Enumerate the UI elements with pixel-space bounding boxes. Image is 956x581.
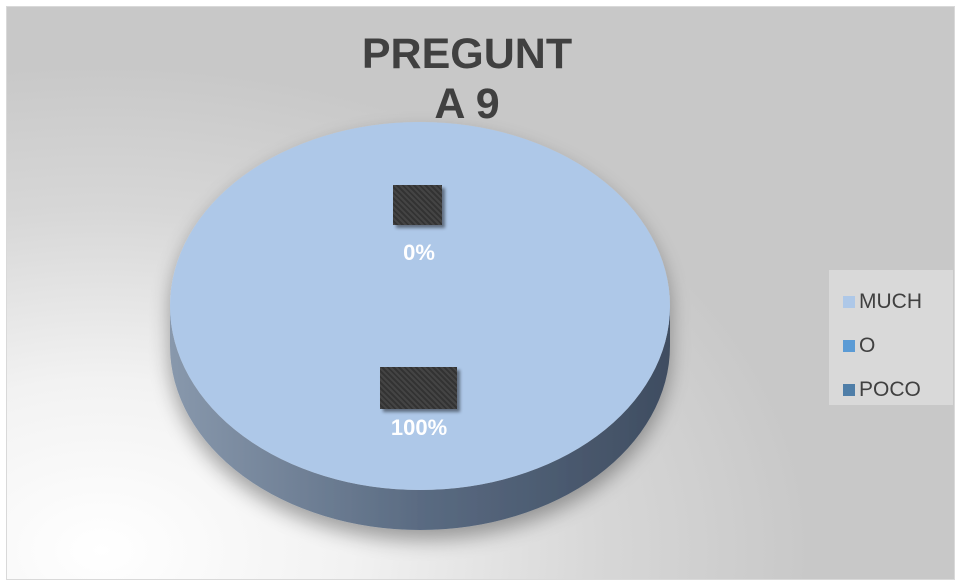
pie-slice-mucho: [170, 122, 670, 490]
legend-label-1: MUCH: [859, 290, 922, 313]
chart-area: PREGUNT A 9 0% 100% MUCH: [6, 6, 955, 580]
legend-swatch-3: [843, 384, 855, 396]
data-label-box-mucho: [380, 367, 457, 409]
legend-swatch-1: [843, 296, 855, 308]
legend-label-2: O: [859, 334, 876, 357]
chart-title-line-1: PREGUNT: [361, 30, 573, 78]
legend-item-3: POCO: [829, 368, 953, 412]
legend: MUCH O POCO: [829, 270, 953, 405]
pie-group: [170, 122, 670, 530]
data-label-mucho: 100%: [390, 415, 448, 440]
legend-item-1: MUCH: [829, 280, 953, 324]
pie-chart: [170, 122, 670, 530]
legend-item-2: O: [829, 324, 953, 368]
chart-title: PREGUNT A 9: [347, 29, 587, 129]
legend-label-3: POCO: [859, 378, 921, 401]
legend-swatch-2: [843, 340, 855, 352]
data-label-box-poco: [393, 185, 442, 225]
data-label-poco: 0%: [403, 240, 435, 265]
chart-title-line-2: A 9: [434, 80, 500, 128]
pie-side-wall: [170, 306, 670, 530]
